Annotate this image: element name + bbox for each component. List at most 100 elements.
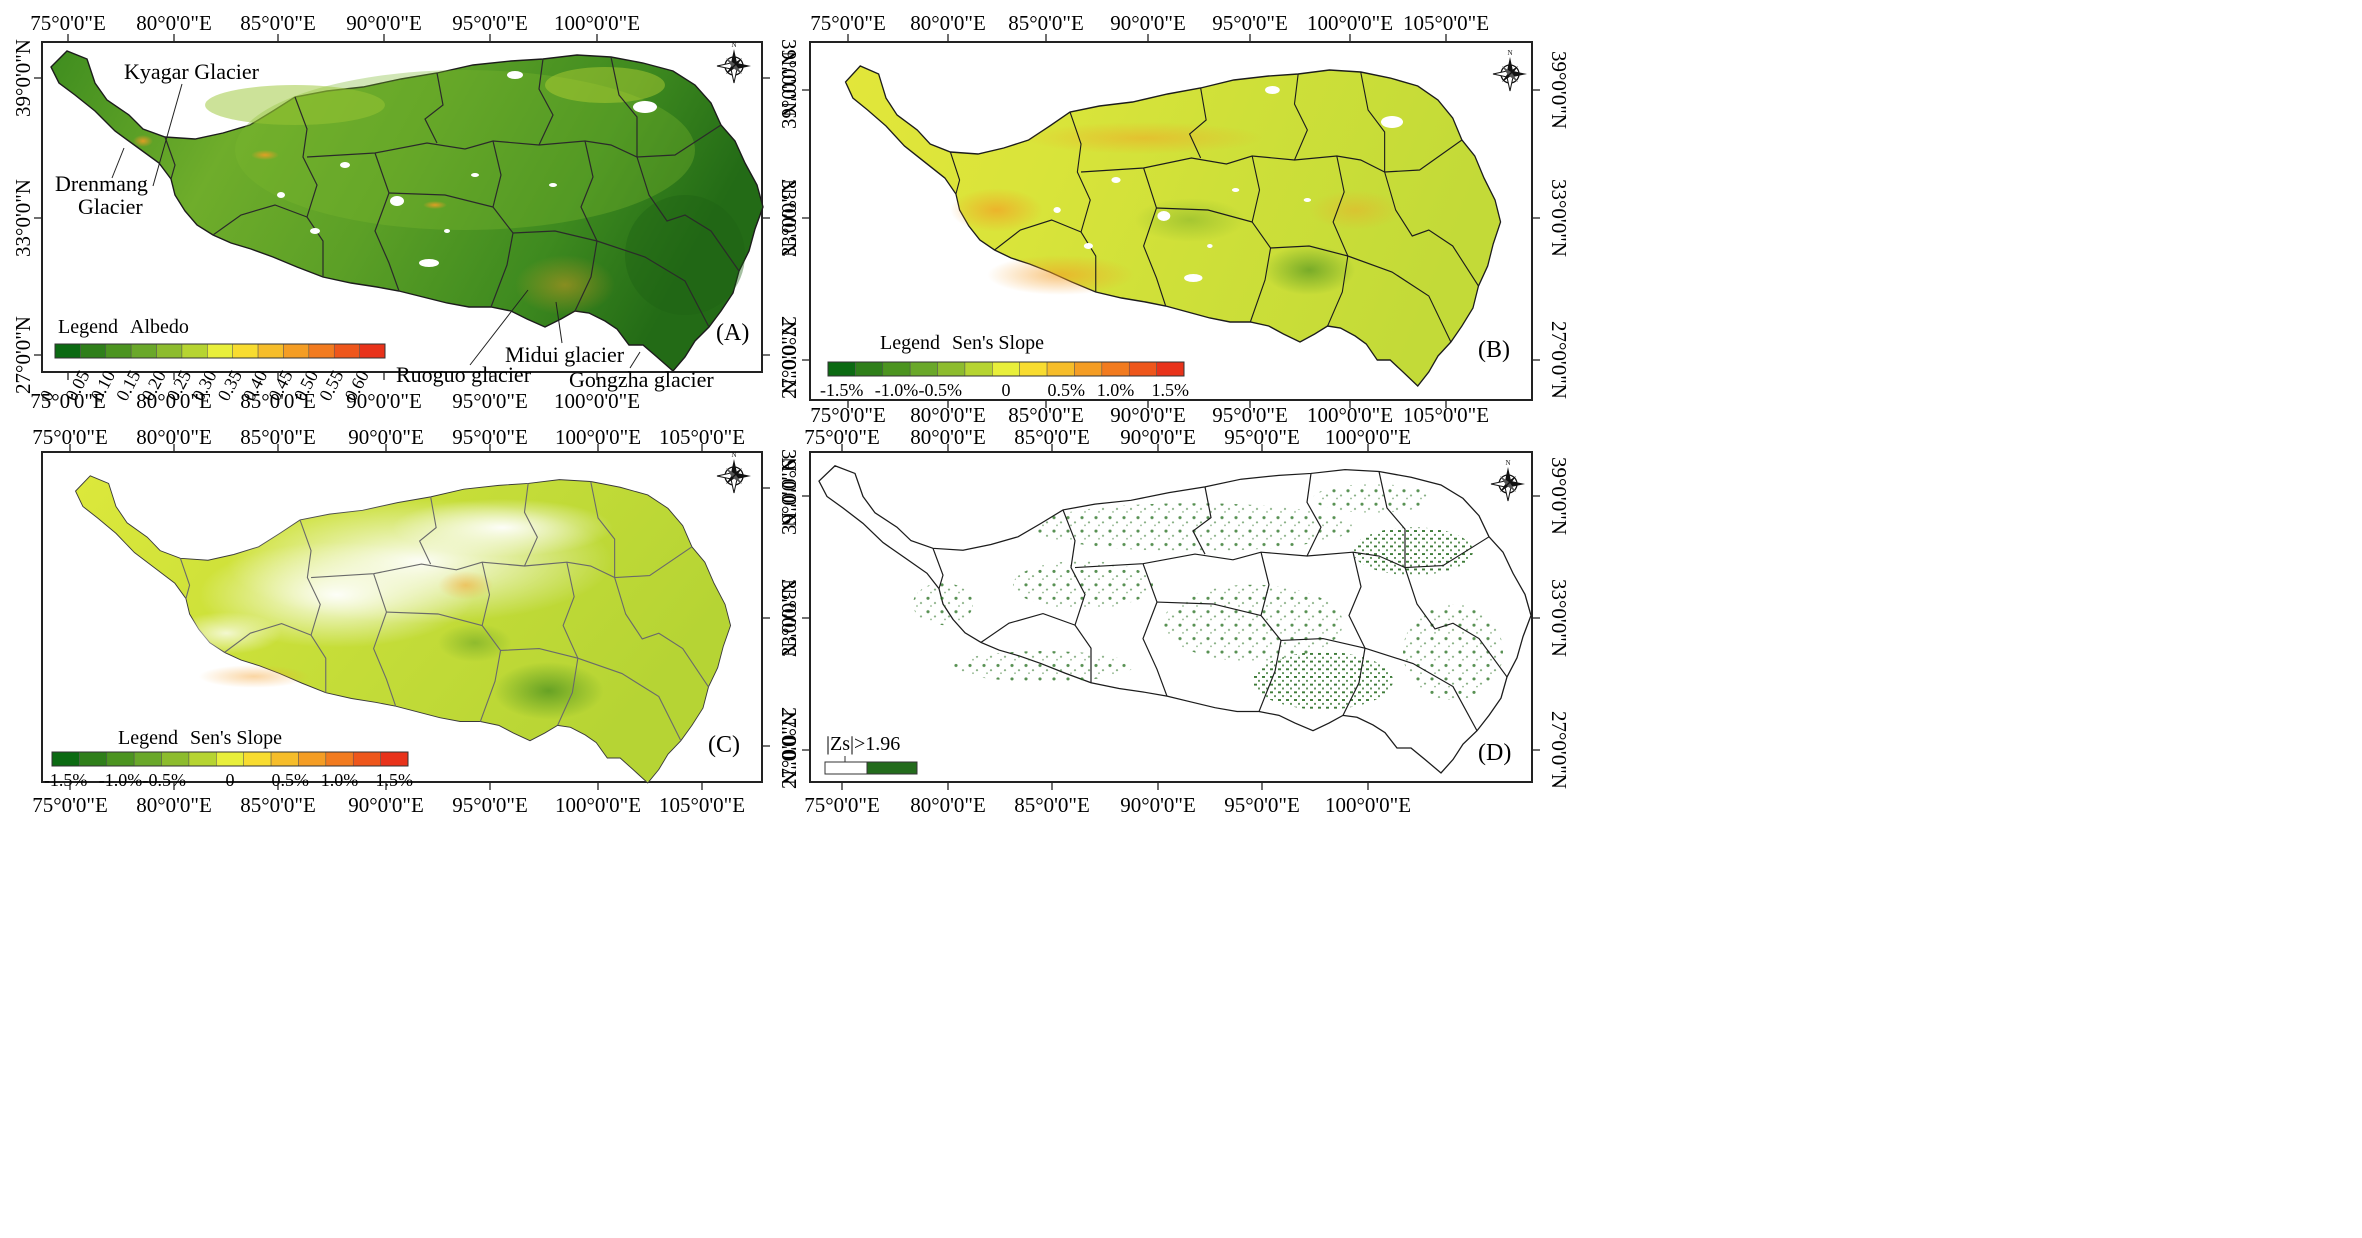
right-tick-label: 39°0'0"N xyxy=(1547,51,1571,129)
legend-label: 1.5% xyxy=(1152,380,1190,400)
panel-c: (C) Legend Sen's Slope -1.5% -1.0% -0.5% 0 0… xyxy=(32,425,801,817)
legend-subtitle: Albedo xyxy=(130,316,189,338)
compass-rose-icon xyxy=(716,450,752,494)
legend-swatch xyxy=(188,751,217,767)
bottom-tick-label: 75°0'0"E xyxy=(804,793,880,817)
legend-swatch xyxy=(105,343,132,359)
legend-swatch xyxy=(243,751,272,767)
legend-swatch xyxy=(133,751,162,767)
top-tick-label: 85°0'0"E xyxy=(1008,11,1084,35)
panel-c-legend: Legend Sen's Slope -1.5% -1.0% -0.5% 0 0.5% 1… xyxy=(44,727,413,790)
panel-a-annotations: Kyagar Glacier Drenmang Glacier Ruoguo g… xyxy=(55,59,714,392)
legend-swatch xyxy=(79,751,108,767)
legend-swatch xyxy=(325,751,354,767)
legend-swatch xyxy=(992,361,1020,377)
bottom-tick-label: 85°0'0"E xyxy=(1014,793,1090,817)
bottom-axis-ticks: 75°0'0"E 80°0'0"E 85°0'0"E 90°0'0"E 95°0'0"E… xyxy=(30,372,640,413)
top-tick-label: 75°0'0"E xyxy=(810,11,886,35)
legend-swatch xyxy=(909,361,938,377)
panel-b-frame xyxy=(809,41,1533,401)
legend-swatch xyxy=(1074,361,1103,377)
left-tick-label: 27°0'0"N xyxy=(777,321,801,399)
left-tick-label: 27°0'0"N xyxy=(777,711,801,789)
top-axis-ticks: 75°0'0"E 80°0'0"E 85°0'0"E 90°0'0"E 95°0'0"E… xyxy=(804,425,1411,452)
legend-swatch xyxy=(51,751,80,767)
legend-swatch xyxy=(181,343,208,359)
top-tick-label: 105°0'0"E xyxy=(1403,11,1489,35)
top-axis-ticks: 75°0'0"E 80°0'0"E 85°0'0"E 90°0'0"E 95°0'0"E… xyxy=(30,11,640,42)
left-tick-label: 39°0'0"N xyxy=(11,39,35,117)
panel-d-frame xyxy=(809,451,1533,783)
annotation-drenmang-line2: Glacier xyxy=(78,194,143,219)
legend-label: 0.5% xyxy=(1047,380,1085,400)
legend-swatch xyxy=(827,361,856,377)
annotation-gongzha: Gongzha glacier xyxy=(569,367,714,392)
legend-swatch xyxy=(937,361,966,377)
legend-subtitle: Sen's Slope xyxy=(952,332,1044,354)
bottom-tick-label: 90°0'0"E xyxy=(348,793,424,817)
legend-title: Legend xyxy=(118,727,178,749)
right-tick-label: 27°0'0"N xyxy=(777,707,801,785)
panel-d: (D) |Zs|>1.96 75°0'0"E 80°0'0"E 85°0'0"E 90… xyxy=(777,425,1571,817)
panel-b: (B) Legend Sen's Slope -1.5% -1.0% -0.5% 0 0… xyxy=(777,11,1571,427)
panel-b-map xyxy=(844,65,1502,387)
annotation-drenmang-line1: Drenmang xyxy=(55,171,148,196)
panel-a: Kyagar Glacier Drenmang Glacier Ruoguo g… xyxy=(11,11,801,413)
bottom-tick-label: 95°0'0"E xyxy=(1224,793,1300,817)
panel-b-legend: Legend Sen's Slope -1.5% -1.0% -0.5% 0 0.5% 1… xyxy=(820,332,1189,400)
legend-label: 0 xyxy=(226,770,235,790)
legend-swatch xyxy=(1019,361,1048,377)
right-axis-ticks: 39°0'0"N 33°0'0"N 27°0'0"N xyxy=(1532,457,1571,789)
top-tick-label: 95°0'0"E xyxy=(452,11,528,35)
legend-swatch xyxy=(308,343,335,359)
right-tick-label: 27°0'0"N xyxy=(777,316,801,394)
left-tick-label: 33°0'0"N xyxy=(11,179,35,257)
legend-label: 1.0% xyxy=(1097,380,1135,400)
annotation-midui: Midui glacier xyxy=(505,342,625,367)
legend-label: -1.0% xyxy=(875,380,919,400)
compass-rose-icon xyxy=(1490,458,1526,502)
legend-swatch xyxy=(80,343,107,359)
top-axis-ticks: 75°0'0"E 80°0'0"E 85°0'0"E 90°0'0"E 95°0'0"E… xyxy=(810,11,1489,42)
legend-title: |Zs|>1.96 xyxy=(826,733,900,755)
legend-swatch xyxy=(1101,361,1130,377)
top-tick-label: 95°0'0"E xyxy=(1212,11,1288,35)
legend-swatch xyxy=(882,361,911,377)
annotation-kyagar: Kyagar Glacier xyxy=(124,59,260,84)
left-tick-label: 33°0'0"N xyxy=(777,579,801,657)
panel-a-map xyxy=(50,50,764,372)
top-tick-label: 80°0'0"E xyxy=(910,11,986,35)
legend-subtitle: Sen's Slope xyxy=(190,727,282,749)
right-tick-label: 39°0'0"N xyxy=(777,39,801,117)
legend-swatch xyxy=(1156,361,1185,377)
top-tick-label: 90°0'0"E xyxy=(346,11,422,35)
legend-colorbar: -1.5% -1.0% -0.5% 0 0.5% 1.0% 1.5% xyxy=(44,751,413,790)
legend-swatch xyxy=(156,343,183,359)
bottom-tick-label: 80°0'0"E xyxy=(910,793,986,817)
right-axis-ticks: 39°0'0"N 33°0'0"N 27°0'0"N xyxy=(762,449,801,785)
legend-swatch xyxy=(54,343,81,359)
bottom-tick-label: 100°0'0"E xyxy=(1325,793,1411,817)
right-tick-label: 33°0'0"N xyxy=(1547,179,1571,257)
left-tick-label: 27°0'0"N xyxy=(11,316,35,394)
legend-swatch-nonsignificant xyxy=(824,761,868,775)
panel-c-label: (C) xyxy=(708,732,740,758)
legend-swatch xyxy=(216,751,244,767)
legend-colorbar: -1.5% -1.0% -0.5% 0 0.5% 1.0% 1.5% xyxy=(820,361,1190,400)
panel-d-label: (D) xyxy=(1478,740,1511,766)
legend-swatch xyxy=(359,343,386,359)
bottom-tick-label: 90°0'0"E xyxy=(1120,793,1196,817)
legend-swatch xyxy=(257,343,284,359)
legend-label: 1.0% xyxy=(321,770,359,790)
right-tick-label: 33°0'0"N xyxy=(777,579,801,657)
top-tick-label: 85°0'0"E xyxy=(240,11,316,35)
right-tick-label: 33°0'0"N xyxy=(1547,579,1571,657)
right-tick-label: 39°0'0"N xyxy=(777,449,801,527)
top-tick-label: 90°0'0"E xyxy=(1110,11,1186,35)
legend-swatch xyxy=(106,751,135,767)
legend-swatch xyxy=(207,343,233,359)
legend-label: -0.5% xyxy=(919,380,963,400)
legend-label: -1.5% xyxy=(820,380,864,400)
compass-rose-icon xyxy=(1492,48,1528,92)
bottom-tick-label: 85°0'0"E xyxy=(240,793,316,817)
